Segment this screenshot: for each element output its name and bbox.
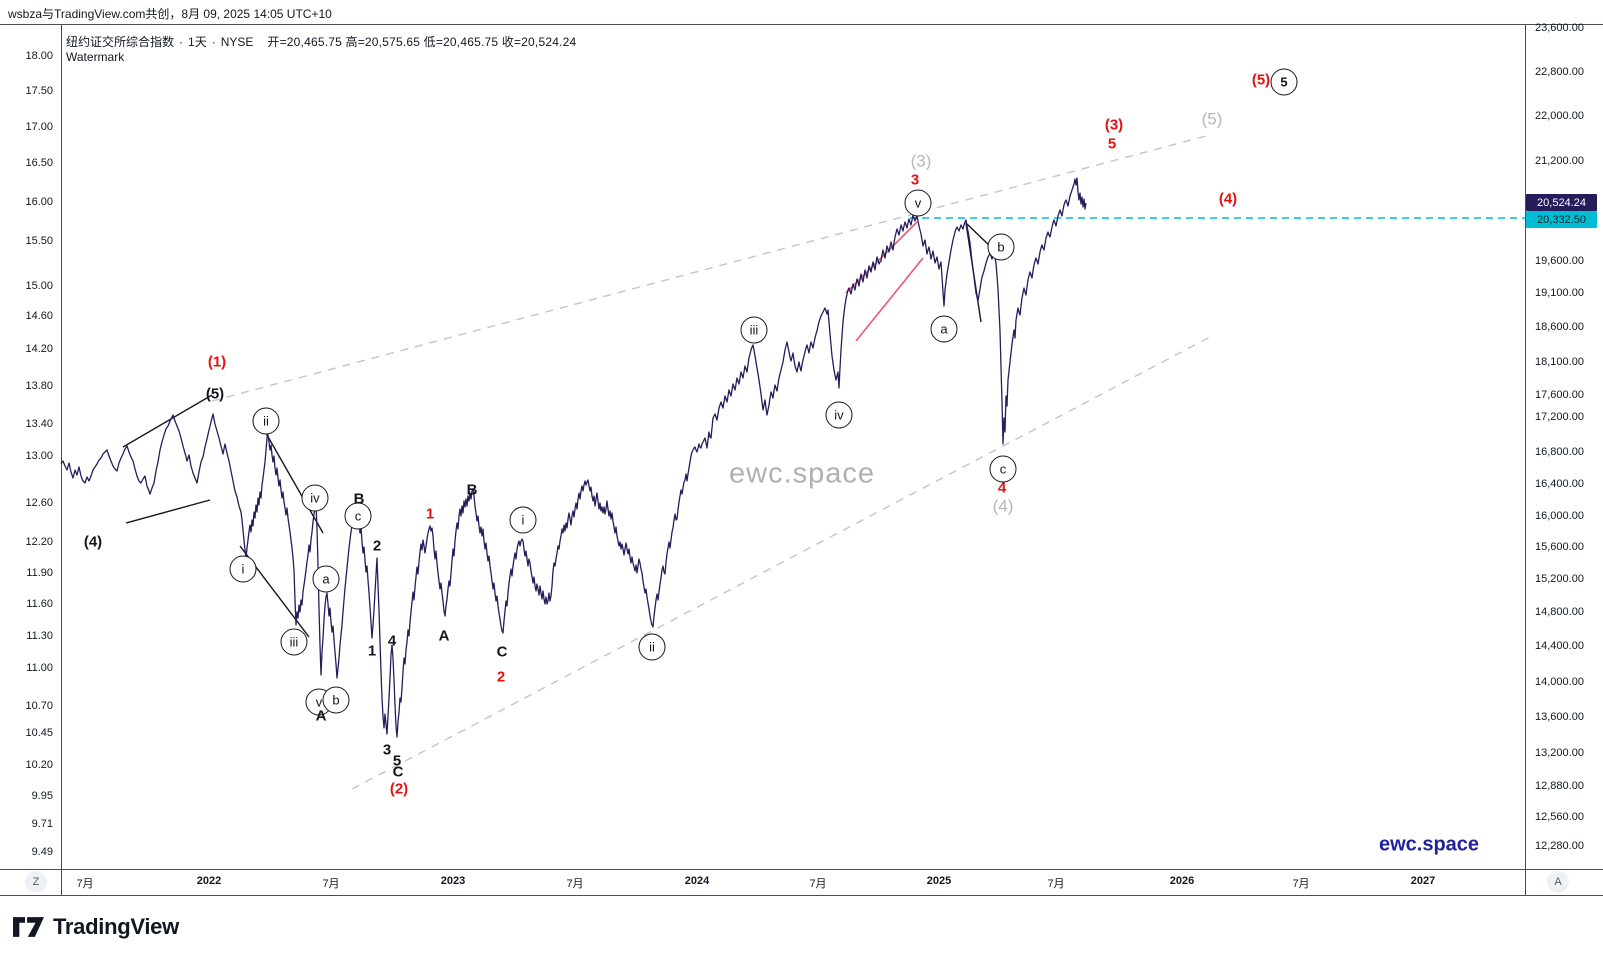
time-axis-label: 2025 xyxy=(926,875,952,887)
right-axis[interactable]: 23,600.00 22,800.00 22,000.00 21,200.00 19,6… xyxy=(1525,22,1603,869)
time-axis-label: 2023 xyxy=(440,875,466,887)
trendline-drawing[interactable] xyxy=(262,427,324,534)
left-axis-tick: 12.20 xyxy=(25,536,53,548)
left-axis-tick: 12.60 xyxy=(25,497,53,509)
left-axis-tick: 9.49 xyxy=(31,846,53,858)
left-axis-tick: 18.00 xyxy=(25,50,53,62)
left-axis-tick: 16.50 xyxy=(25,157,53,169)
right-axis-tick: 23,600.00 xyxy=(1535,22,1584,34)
time-axis-border-bottom xyxy=(0,895,1603,896)
left-axis-tick: 14.20 xyxy=(25,343,53,355)
interval-label: 1天 xyxy=(188,35,207,49)
time-axis-label: 7月 xyxy=(322,878,340,890)
right-axis-tick: 13,600.00 xyxy=(1535,711,1584,723)
ohlc-values: 开=20,465.75 高=20,575.65 低=20,465.75 收=20… xyxy=(267,35,577,49)
right-axis-tick: 13,200.00 xyxy=(1535,747,1584,759)
left-axis-tick: 15.50 xyxy=(25,235,53,247)
right-axis-tick: 22,000.00 xyxy=(1535,110,1584,122)
left-axis-tick: 10.45 xyxy=(25,727,53,739)
right-axis-tick: 21,200.00 xyxy=(1535,155,1584,167)
right-axis-tick: 16,800.00 xyxy=(1535,446,1584,458)
channel-line-drawing[interactable] xyxy=(855,257,924,342)
left-axis-tick: 9.71 xyxy=(31,818,53,830)
time-axis-label: 7月 xyxy=(1047,878,1065,890)
price-series-line[interactable] xyxy=(60,177,1087,738)
left-axis-tick: 13.80 xyxy=(25,380,53,392)
trendline-drawing[interactable] xyxy=(125,499,211,524)
left-axis-tick: 10.20 xyxy=(25,759,53,771)
time-axis-label: 7月 xyxy=(566,878,584,890)
time-axis-label: 2027 xyxy=(1410,875,1436,887)
left-axis-tick: 11.30 xyxy=(26,630,53,642)
exchange-label: NYSE xyxy=(220,35,254,49)
right-axis-tick: 14,000.00 xyxy=(1535,676,1584,688)
left-axis-tick: 17.00 xyxy=(25,121,53,133)
corner-watermark: ewc.space xyxy=(1378,833,1480,856)
last-price-tag: 20,524.24 xyxy=(1526,194,1597,211)
left-axis-tick: 10.70 xyxy=(25,700,53,712)
time-axis-border-top xyxy=(0,869,1603,870)
time-axis-label: 7月 xyxy=(1292,878,1310,890)
trendline-drawing[interactable] xyxy=(122,394,213,448)
right-axis-tick: 15,600.00 xyxy=(1535,541,1584,553)
time-axis-label: 2024 xyxy=(684,875,710,887)
level-price-tag: 20,332.50 xyxy=(1526,211,1597,228)
left-axis-tick: 14.60 xyxy=(25,310,53,322)
left-axis-tick: 15.00 xyxy=(25,280,53,292)
symbol-name: 纽约证交所综合指数 xyxy=(66,35,175,49)
right-axis-tick: 19,600.00 xyxy=(1535,255,1584,267)
right-axis-border xyxy=(1525,24,1526,895)
projection-dashed-line[interactable] xyxy=(351,336,1211,790)
right-axis-tick: 16,000.00 xyxy=(1535,510,1584,522)
left-axis[interactable]: 18.00 17.50 17.00 16.50 16.00 15.50 15.00 14.60… xyxy=(0,24,61,869)
right-axis-tick: 17,200.00 xyxy=(1535,411,1584,423)
right-axis-tick: 14,400.00 xyxy=(1535,640,1584,652)
tradingview-logo[interactable]: TradingView xyxy=(13,914,179,940)
right-axis-tick: 17,600.00 xyxy=(1535,389,1584,401)
right-axis-tick: 14,800.00 xyxy=(1535,606,1584,618)
time-axis[interactable]: 7月 2022 7月 2023 7月 2024 7月 2025 7月 2026 7月 2027 xyxy=(0,869,1603,895)
center-watermark: ewc.space xyxy=(728,457,876,490)
right-axis-tick: 12,280.00 xyxy=(1535,840,1584,852)
right-axis-tick: 18,600.00 xyxy=(1535,321,1584,333)
time-axis-label: 2026 xyxy=(1169,875,1195,887)
left-axis-tick: 11.90 xyxy=(26,567,53,579)
left-axis-tick: 11.60 xyxy=(26,598,53,610)
trendline-drawing[interactable] xyxy=(239,545,310,638)
right-axis-tick: 16,400.00 xyxy=(1535,478,1584,490)
separator-dot: · xyxy=(211,35,216,49)
right-axis-tick: 22,800.00 xyxy=(1535,66,1584,78)
left-axis-tick: 11.00 xyxy=(26,662,53,674)
left-axis-tick: 13.00 xyxy=(25,450,53,462)
tradingview-logo-text: TradingView xyxy=(53,914,179,939)
left-axis-tick: 17.50 xyxy=(25,85,53,97)
separator-dot: · xyxy=(179,35,184,49)
axis-settings-button[interactable]: A xyxy=(1547,871,1569,893)
left-axis-tick: 9.95 xyxy=(31,790,53,802)
study-legend[interactable]: Watermark xyxy=(66,50,125,64)
left-axis-tick: 13.40 xyxy=(25,418,53,430)
time-axis-label: 7月 xyxy=(76,878,94,890)
left-axis-tick: 16.00 xyxy=(25,196,53,208)
right-axis-tick: 12,560.00 xyxy=(1535,811,1584,823)
timezone-button[interactable]: Z xyxy=(25,871,47,893)
projection-dashed-line[interactable] xyxy=(211,135,1207,402)
tradingview-logo-icon xyxy=(13,917,44,937)
right-axis-tick: 19,100.00 xyxy=(1535,287,1584,299)
time-axis-label: 7月 xyxy=(809,878,827,890)
left-axis-border xyxy=(61,24,62,895)
right-axis-tick: 15,200.00 xyxy=(1535,573,1584,585)
chart-border-top xyxy=(0,24,1603,25)
symbol-legend[interactable]: 纽约证交所综合指数 · 1天 · NYSE 开=20,465.75 高=20,575.65… xyxy=(66,33,576,50)
right-axis-tick: 18,100.00 xyxy=(1535,356,1584,368)
right-axis-tick: 12,880.00 xyxy=(1535,780,1584,792)
time-axis-label: 2022 xyxy=(196,875,222,887)
attribution-text: wsbza与TradingView.com共创，8月 09, 2025 14:0… xyxy=(8,7,332,21)
